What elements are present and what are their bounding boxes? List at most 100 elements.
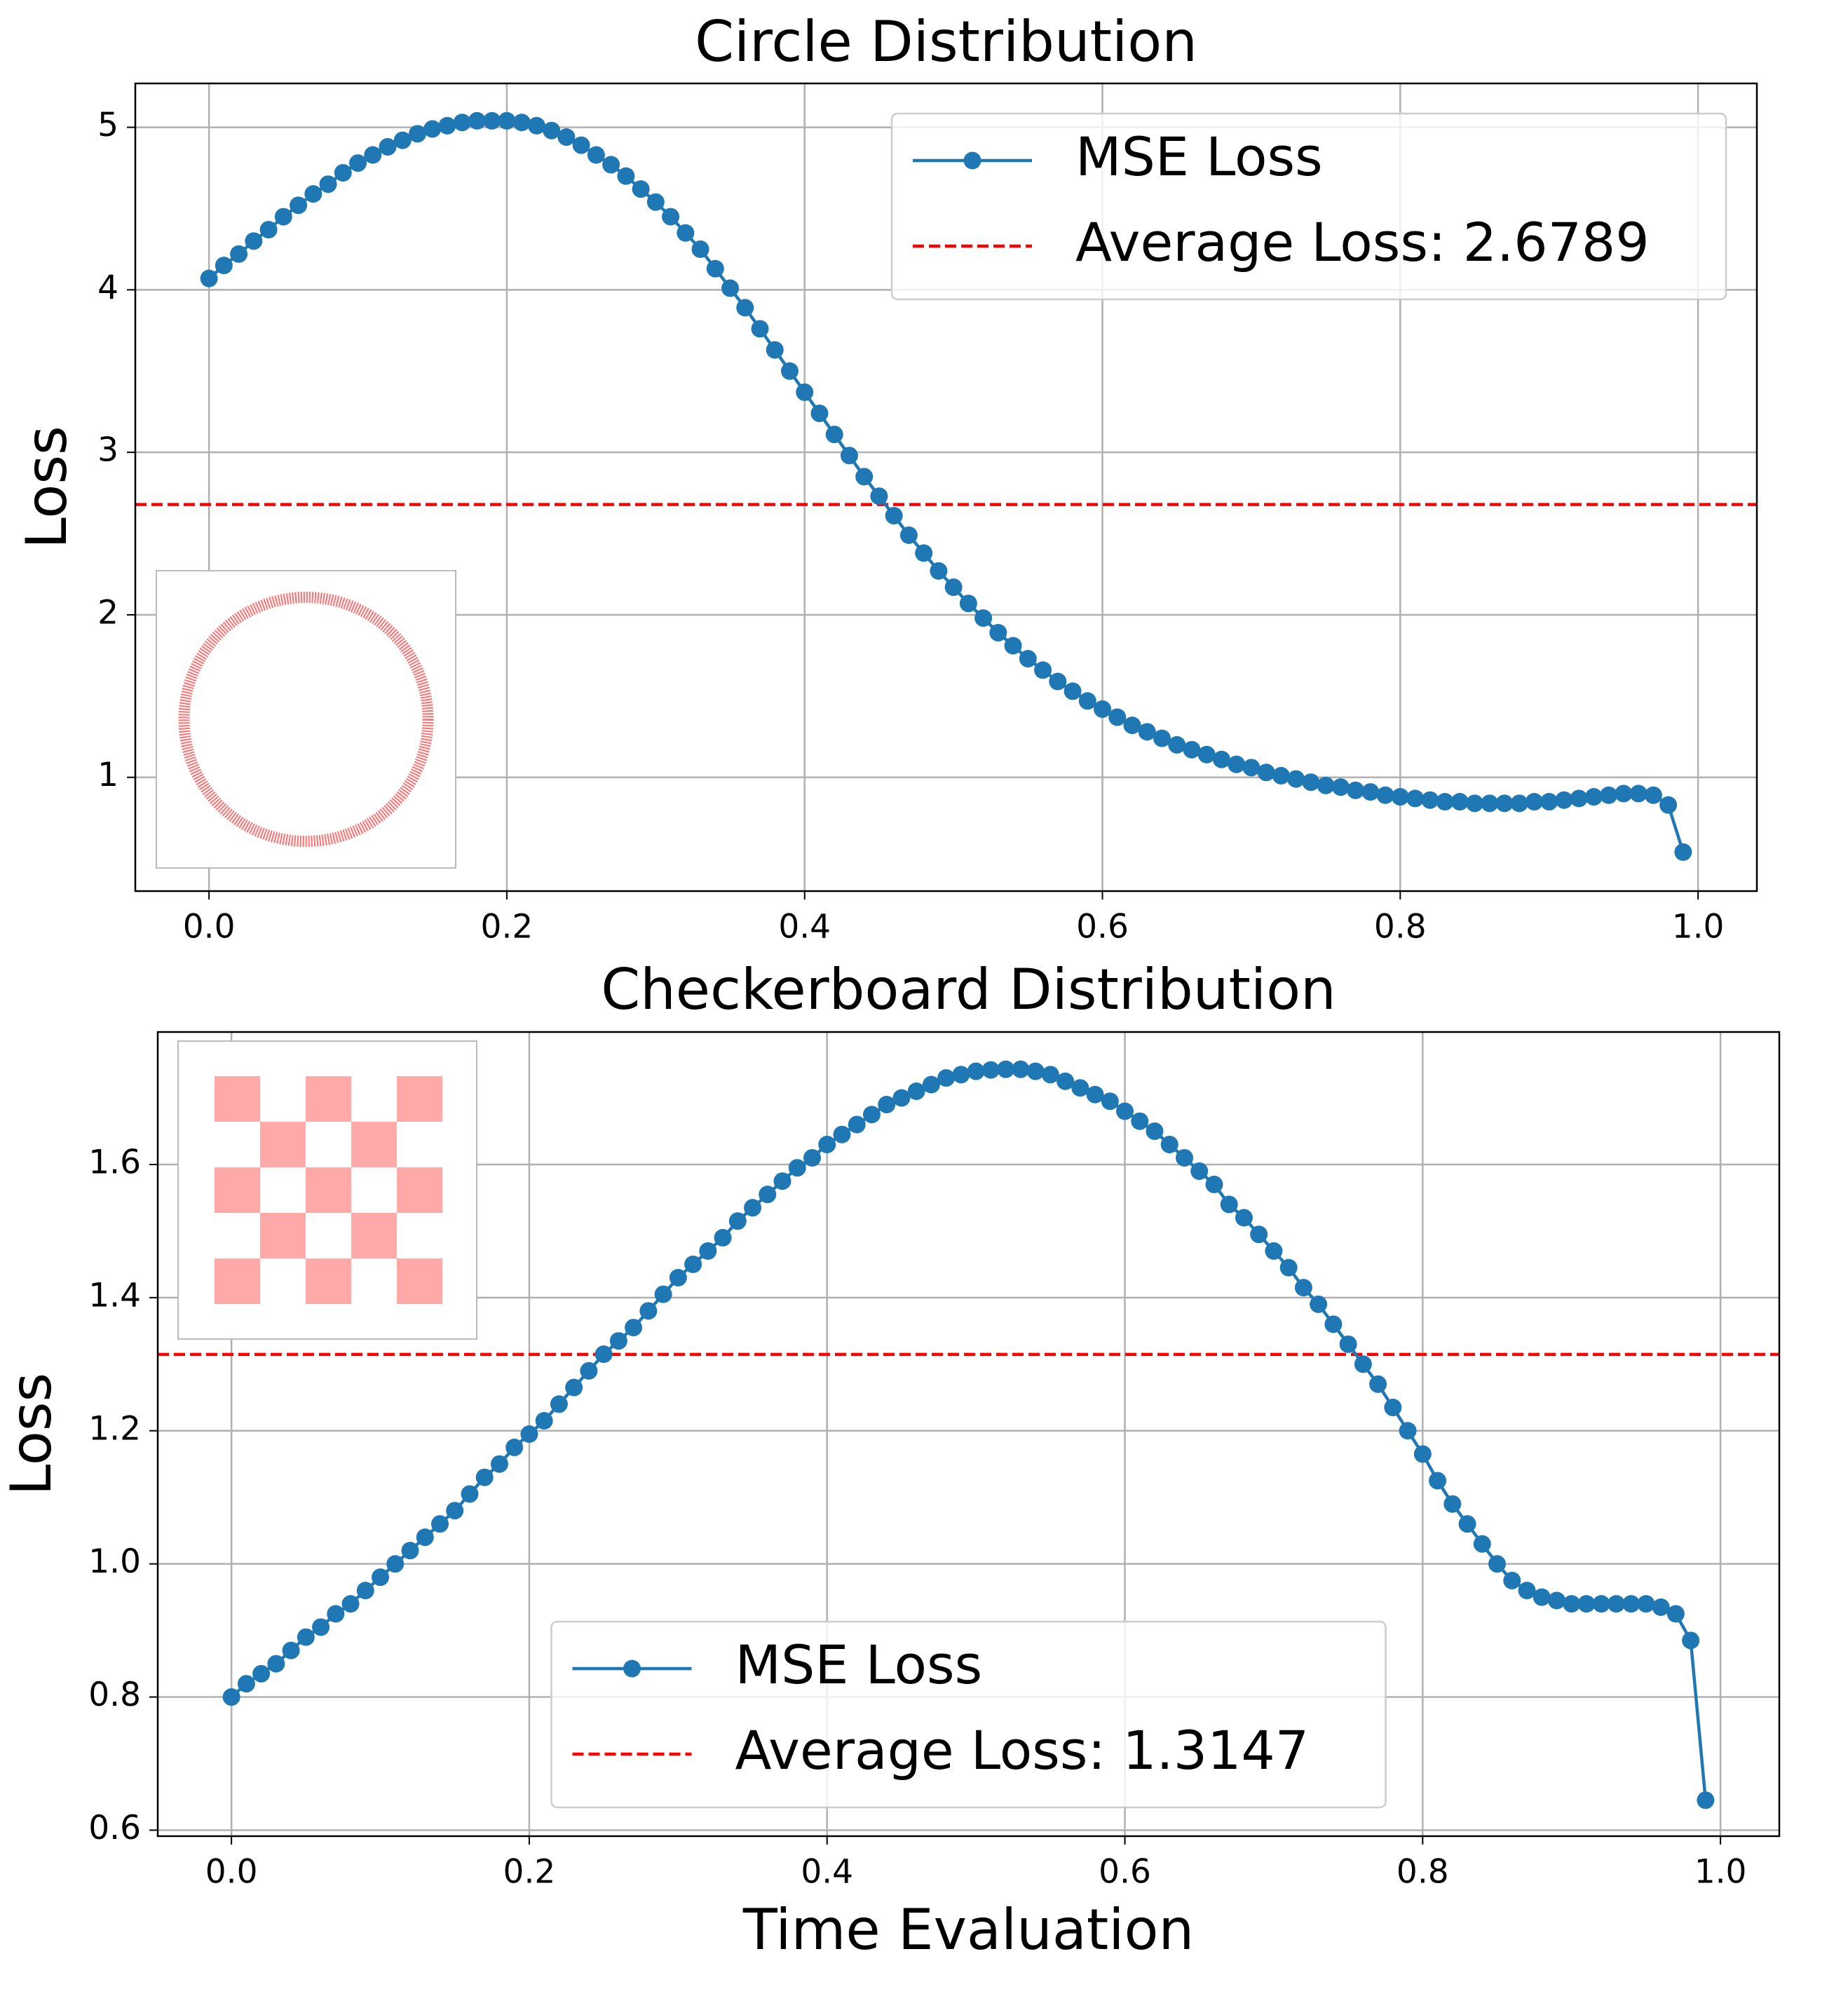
marker — [1168, 735, 1186, 754]
inset-square — [215, 1258, 260, 1304]
chart-title: Checkerboard Distribution — [601, 957, 1336, 1022]
x-tick-label: 0.0 — [205, 1853, 258, 1892]
marker — [1183, 740, 1201, 759]
marker — [1600, 786, 1618, 804]
marker — [438, 116, 456, 135]
marker — [1212, 750, 1230, 768]
marker — [930, 562, 948, 580]
marker — [327, 1605, 345, 1623]
y-axis-label: Loss — [14, 426, 79, 548]
marker — [1584, 788, 1603, 806]
marker — [632, 180, 650, 198]
marker — [1555, 791, 1573, 809]
marker — [1450, 793, 1469, 811]
marker — [1279, 1258, 1298, 1277]
marker — [1644, 786, 1662, 804]
marker — [788, 1159, 806, 1177]
marker — [907, 1082, 925, 1101]
marker — [1570, 789, 1588, 808]
marker — [654, 1285, 672, 1303]
marker — [1659, 796, 1678, 814]
marker — [550, 1395, 568, 1413]
marker — [1503, 1571, 1521, 1589]
marker — [1697, 1791, 1715, 1810]
marker — [1547, 1591, 1565, 1610]
legend-swatch-marker — [963, 151, 981, 170]
marker — [773, 1172, 791, 1190]
marker — [1391, 788, 1409, 806]
legend-swatch-marker — [623, 1659, 641, 1678]
marker — [848, 1115, 866, 1134]
inset-square — [397, 1076, 442, 1122]
marker — [1607, 1595, 1625, 1613]
marker — [312, 1618, 330, 1636]
y-tick-label: 5 — [97, 106, 118, 144]
marker — [922, 1075, 940, 1094]
legend-frame — [550, 1620, 1387, 1809]
marker — [535, 1412, 553, 1430]
marker — [1026, 1062, 1045, 1080]
marker — [341, 1595, 360, 1613]
marker — [1429, 1472, 1447, 1490]
marker — [1272, 766, 1290, 785]
plot-frame — [134, 82, 1758, 892]
marker — [1495, 794, 1514, 813]
marker — [1034, 661, 1052, 679]
marker — [1205, 1175, 1223, 1193]
marker — [1473, 1535, 1491, 1553]
marker — [379, 137, 397, 156]
x-tick-label: 0.8 — [1374, 908, 1427, 946]
marker — [1376, 786, 1394, 804]
marker — [386, 1555, 405, 1573]
marker — [1228, 755, 1246, 773]
marker — [1510, 794, 1528, 813]
marker — [401, 1542, 419, 1560]
marker — [1287, 770, 1305, 788]
marker — [1347, 781, 1365, 799]
marker — [1421, 791, 1439, 809]
marker — [1101, 1092, 1119, 1111]
marker — [543, 121, 561, 140]
inset-square — [397, 1258, 442, 1304]
marker — [520, 1425, 538, 1443]
marker — [1146, 1122, 1164, 1140]
marker — [1049, 672, 1067, 691]
y-axis-label: Loss — [0, 1373, 64, 1495]
marker — [1384, 1399, 1402, 1417]
marker — [453, 114, 471, 132]
inset-square — [351, 1122, 397, 1167]
marker — [1138, 723, 1156, 741]
marker — [1078, 692, 1096, 710]
legend-frame — [890, 112, 1727, 301]
marker — [959, 595, 977, 613]
y-tick-label: 0.8 — [88, 1676, 141, 1714]
marker — [825, 426, 843, 444]
marker — [646, 193, 665, 211]
marker — [1525, 793, 1543, 811]
marker — [840, 447, 858, 465]
marker — [706, 259, 724, 278]
marker — [304, 185, 322, 203]
marker — [1071, 1079, 1089, 1097]
marker — [430, 1515, 449, 1533]
marker — [721, 279, 740, 297]
marker — [297, 1628, 315, 1646]
marker — [1577, 1595, 1596, 1613]
marker — [393, 131, 412, 149]
inset-ring — [178, 592, 434, 847]
inset-square — [306, 1076, 351, 1122]
marker — [1629, 785, 1647, 803]
marker — [245, 232, 263, 250]
marker — [751, 320, 769, 338]
marker — [766, 341, 784, 359]
x-axis-label: Time Evaluation — [742, 1897, 1194, 1962]
marker — [944, 578, 963, 597]
marker — [1443, 1495, 1462, 1513]
marker — [1361, 783, 1380, 801]
marker — [1116, 1102, 1134, 1120]
marker — [937, 1069, 956, 1087]
marker — [587, 146, 605, 164]
marker — [237, 1675, 255, 1693]
x-tick-label: 0.6 — [1076, 908, 1129, 946]
marker — [669, 1268, 687, 1287]
